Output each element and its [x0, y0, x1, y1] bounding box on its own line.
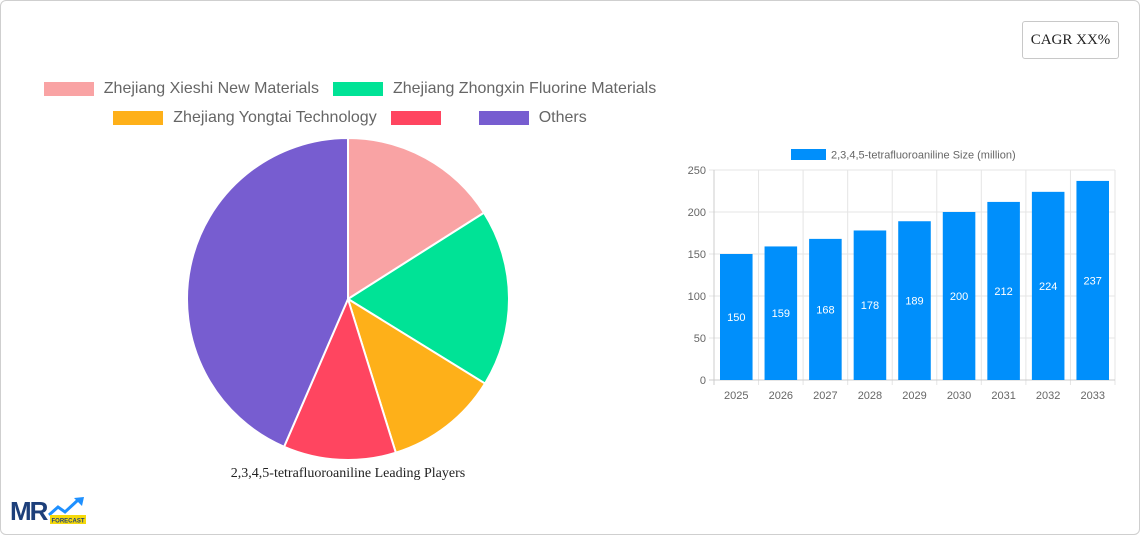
svg-text:2032: 2032 [1036, 390, 1060, 402]
legend-item-unnamed[interactable] [390, 110, 465, 125]
svg-text:250: 250 [688, 165, 706, 177]
bar[interactable] [898, 221, 931, 380]
legend-item-zhongxin[interactable]: Zhejiang Zhongxin Fluorine Materials [332, 79, 657, 98]
legend-label: Zhejiang Yongtai Technology [173, 108, 377, 126]
svg-text:224: 224 [1039, 281, 1057, 293]
svg-text:150: 150 [727, 312, 745, 324]
svg-text:178: 178 [861, 300, 879, 312]
legend-label: Zhejiang Xieshi New Materials [103, 79, 319, 97]
svg-text:200: 200 [950, 291, 968, 303]
svg-text:2026: 2026 [769, 390, 793, 402]
svg-text:2025: 2025 [724, 390, 748, 402]
svg-text:212: 212 [994, 286, 1012, 298]
mr-forecast-logo: MR FORECAST [10, 496, 86, 526]
legend-swatch [478, 110, 529, 125]
pie-chart-title: 2,3,4,5-tetrafluoroaniline Leading Playe… [230, 466, 466, 481]
bar[interactable] [764, 246, 798, 380]
svg-text:MR: MR [10, 496, 49, 526]
svg-text:2030: 2030 [947, 390, 971, 402]
svg-text:0: 0 [700, 375, 706, 387]
svg-text:237: 237 [1084, 275, 1102, 287]
svg-text:2,3,4,5-tetrafluoroaniline Siz: 2,3,4,5-tetrafluoroaniline Size (million… [831, 150, 1016, 162]
pie-slice[interactable] [346, 296, 487, 454]
svg-text:2028: 2028 [858, 390, 882, 402]
bar-legend[interactable]: 2,3,4,5-tetrafluoroaniline Size (million… [791, 149, 1016, 162]
legend-label: Others [538, 108, 587, 126]
legend-swatch [43, 81, 94, 96]
legend-item-yongtai[interactable]: Zhejiang Yongtai Technology [113, 108, 377, 127]
bar[interactable] [853, 230, 887, 380]
legend-label: Zhejiang Zhongxin Fluorine Materials [392, 79, 657, 97]
bar[interactable] [809, 238, 842, 380]
svg-text:2027: 2027 [813, 390, 837, 402]
svg-text:168: 168 [816, 304, 834, 316]
svg-text:200: 200 [688, 207, 706, 219]
svg-text:189: 189 [905, 296, 923, 308]
legend-item-others[interactable]: Others [478, 108, 587, 127]
legend-swatch [390, 110, 441, 125]
svg-text:50: 50 [694, 333, 706, 345]
legend-swatch [113, 110, 164, 125]
pie-slice[interactable] [186, 137, 349, 449]
bar[interactable] [720, 254, 753, 380]
svg-text:150: 150 [688, 249, 706, 261]
legend-item-xieshi[interactable]: Zhejiang Xieshi New Materials [43, 79, 319, 98]
pie-slice[interactable] [347, 137, 486, 301]
pie-chart [186, 137, 510, 461]
svg-text:2031: 2031 [991, 390, 1015, 402]
svg-text:100: 100 [688, 291, 706, 303]
bar[interactable] [942, 212, 976, 380]
bar[interactable] [1076, 180, 1109, 380]
bar[interactable] [987, 201, 1020, 380]
pie-slice[interactable] [346, 211, 510, 385]
legend-swatch [332, 81, 383, 96]
bar-chart: 2,3,4,5-tetrafluoroaniline Size (million… [688, 149, 1116, 402]
cagr-button[interactable]: CAGR XX% [1022, 21, 1119, 59]
svg-text:FORECAST: FORECAST [52, 519, 85, 525]
pie-legend: Zhejiang Xieshi New Materials Zhejiang Z… [0, 74, 700, 132]
bar[interactable] [1031, 191, 1065, 380]
pie-slice[interactable] [282, 296, 398, 461]
svg-text:2033: 2033 [1080, 390, 1104, 402]
svg-text:2029: 2029 [902, 390, 926, 402]
svg-text:159: 159 [772, 308, 790, 320]
